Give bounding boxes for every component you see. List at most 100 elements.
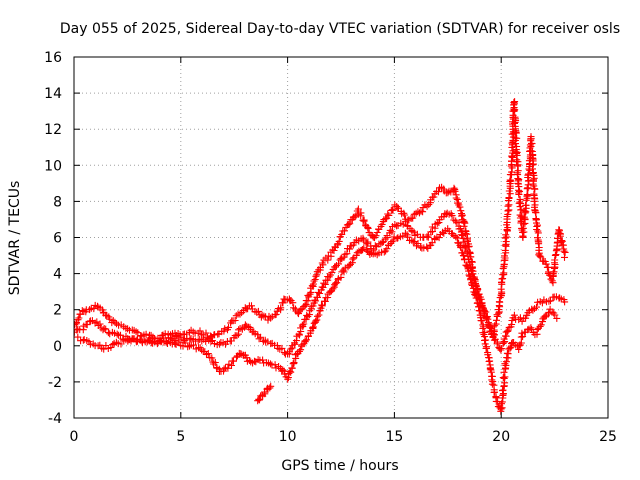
y-axis-label: SDTVAR / TECUs: [7, 181, 23, 296]
data-point: [117, 331, 124, 339]
data-point: [423, 233, 431, 241]
data-point: [264, 338, 272, 346]
data-point: [487, 324, 495, 332]
data-point: [503, 327, 511, 335]
data-point: [530, 174, 538, 182]
data-point: [537, 253, 545, 261]
data-point: [312, 317, 320, 325]
data-point: [309, 280, 317, 288]
data-point: [401, 229, 409, 237]
data-point: [96, 320, 104, 328]
data-point: [278, 344, 286, 352]
data-point: [451, 187, 459, 195]
data-point: [233, 332, 241, 340]
data-point: [186, 342, 193, 350]
data-point: [117, 340, 125, 348]
data-point: [463, 262, 471, 270]
data-point: [523, 191, 531, 199]
data-point: [313, 316, 321, 324]
series-middle-band: [74, 209, 569, 358]
data-point: [351, 213, 359, 221]
data-point: [294, 309, 302, 317]
data-point: [290, 359, 298, 366]
data-point: [530, 197, 538, 205]
data-point: [497, 285, 505, 293]
data-point: [536, 322, 544, 330]
data-point: [498, 404, 506, 412]
data-point: [300, 320, 308, 328]
data-point: [373, 229, 381, 236]
data-point: [90, 305, 98, 313]
data-point: [488, 376, 496, 384]
data-point: [520, 213, 528, 221]
data-point: [435, 234, 443, 242]
data-point: [235, 326, 243, 334]
data-point: [346, 245, 353, 253]
data-point: [113, 330, 121, 338]
data-point: [318, 302, 326, 310]
data-point: [472, 294, 480, 302]
data-point: [460, 256, 468, 264]
data-point: [535, 240, 543, 248]
data-point: [538, 299, 546, 307]
data-point: [457, 207, 465, 215]
data-point: [383, 245, 391, 253]
data-point: [254, 307, 262, 315]
data-point: [314, 312, 321, 320]
data-point: [460, 252, 468, 260]
data-point: [477, 295, 485, 303]
data-point: [301, 337, 309, 345]
data-point: [314, 293, 321, 301]
data-point: [224, 364, 232, 372]
data-point: [341, 227, 348, 235]
data-point: [458, 212, 466, 220]
data-point: [515, 191, 523, 198]
data-point: [391, 221, 399, 229]
data-point: [255, 335, 263, 343]
data-point: [458, 231, 466, 239]
plot-frame: [73, 56, 609, 419]
data-point: [520, 228, 528, 236]
data-point: [321, 298, 329, 305]
data-point: [561, 298, 569, 306]
data-point: [228, 362, 235, 369]
data-point: [548, 277, 556, 285]
data-point: [360, 217, 368, 225]
grid-lines: [74, 57, 608, 418]
data-point: [502, 241, 509, 249]
data-point: [328, 268, 336, 276]
data-point: [524, 171, 532, 179]
data-point: [295, 347, 303, 355]
data-point: [527, 135, 535, 143]
data-point: [353, 249, 361, 257]
data-point: [129, 335, 137, 343]
data-point: [170, 337, 178, 344]
data-point: [468, 281, 476, 289]
data-points: [74, 98, 569, 415]
series-lower-band: [74, 225, 561, 415]
data-point: [529, 160, 537, 168]
data-point: [296, 331, 303, 339]
data-point: [363, 240, 371, 248]
data-point: [511, 120, 518, 127]
data-point: [525, 177, 533, 184]
series-isolated-cluster: [254, 382, 275, 405]
data-point: [287, 368, 295, 376]
y-tick-label: -2: [48, 375, 62, 391]
data-point: [494, 338, 501, 346]
data-point: [259, 356, 267, 364]
data-point: [512, 140, 519, 148]
data-point: [517, 339, 525, 347]
data-point: [452, 217, 460, 225]
data-point: [488, 380, 496, 388]
data-point: [460, 235, 468, 243]
data-point: [94, 342, 102, 350]
data-point: [514, 179, 522, 187]
data-point: [561, 253, 568, 261]
data-point: [467, 274, 475, 282]
data-point: [500, 368, 508, 376]
data-point: [550, 268, 558, 276]
data-point: [517, 206, 525, 214]
data-point: [452, 233, 460, 241]
data-point: [401, 211, 409, 219]
